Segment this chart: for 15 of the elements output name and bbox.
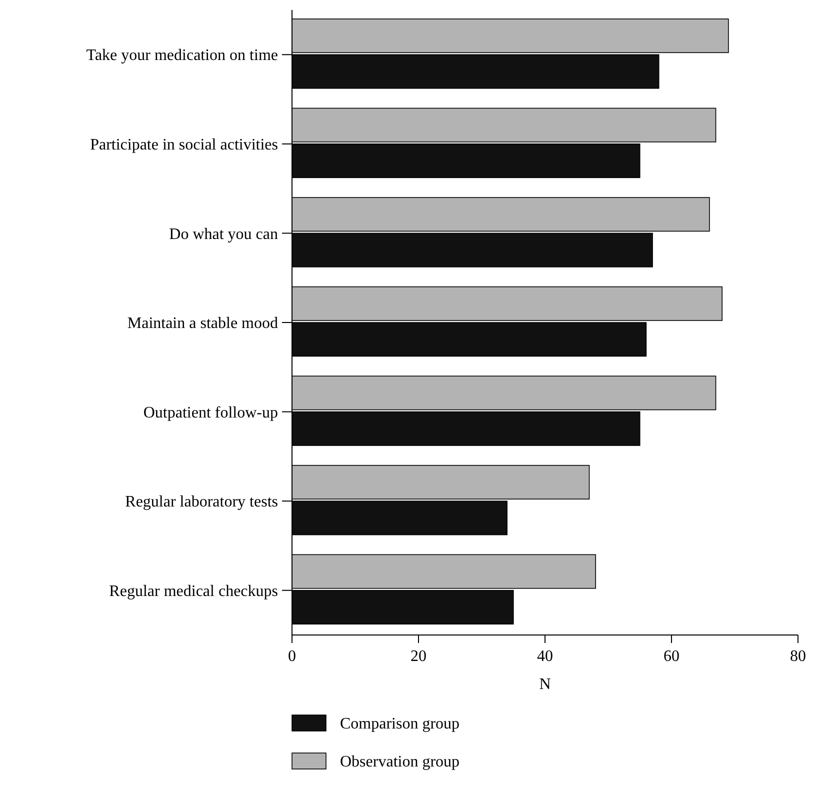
x-tick-label: 0 [288, 648, 296, 665]
y-tick-label: Regular laboratory tests [125, 494, 278, 511]
legend-label: Observation group [340, 754, 460, 771]
y-tick-label: Regular medical checkups [109, 582, 278, 600]
y-tick-label: Do what you can [169, 226, 278, 243]
x-tick-label: 80 [790, 648, 806, 665]
legend-label: Comparison group [340, 716, 460, 733]
y-tick-label: Take your medication on time [86, 47, 278, 64]
x-tick-label: 20 [410, 648, 426, 665]
y-tick-label: Outpatient follow-up [143, 404, 278, 422]
x-axis-title: N [539, 676, 552, 693]
x-tick-label: 60 [664, 648, 680, 665]
y-tick-label: Participate in social activities [90, 136, 278, 154]
y-tick-label: Maintain a stable mood [127, 315, 278, 332]
x-tick-label: 40 [537, 648, 553, 665]
